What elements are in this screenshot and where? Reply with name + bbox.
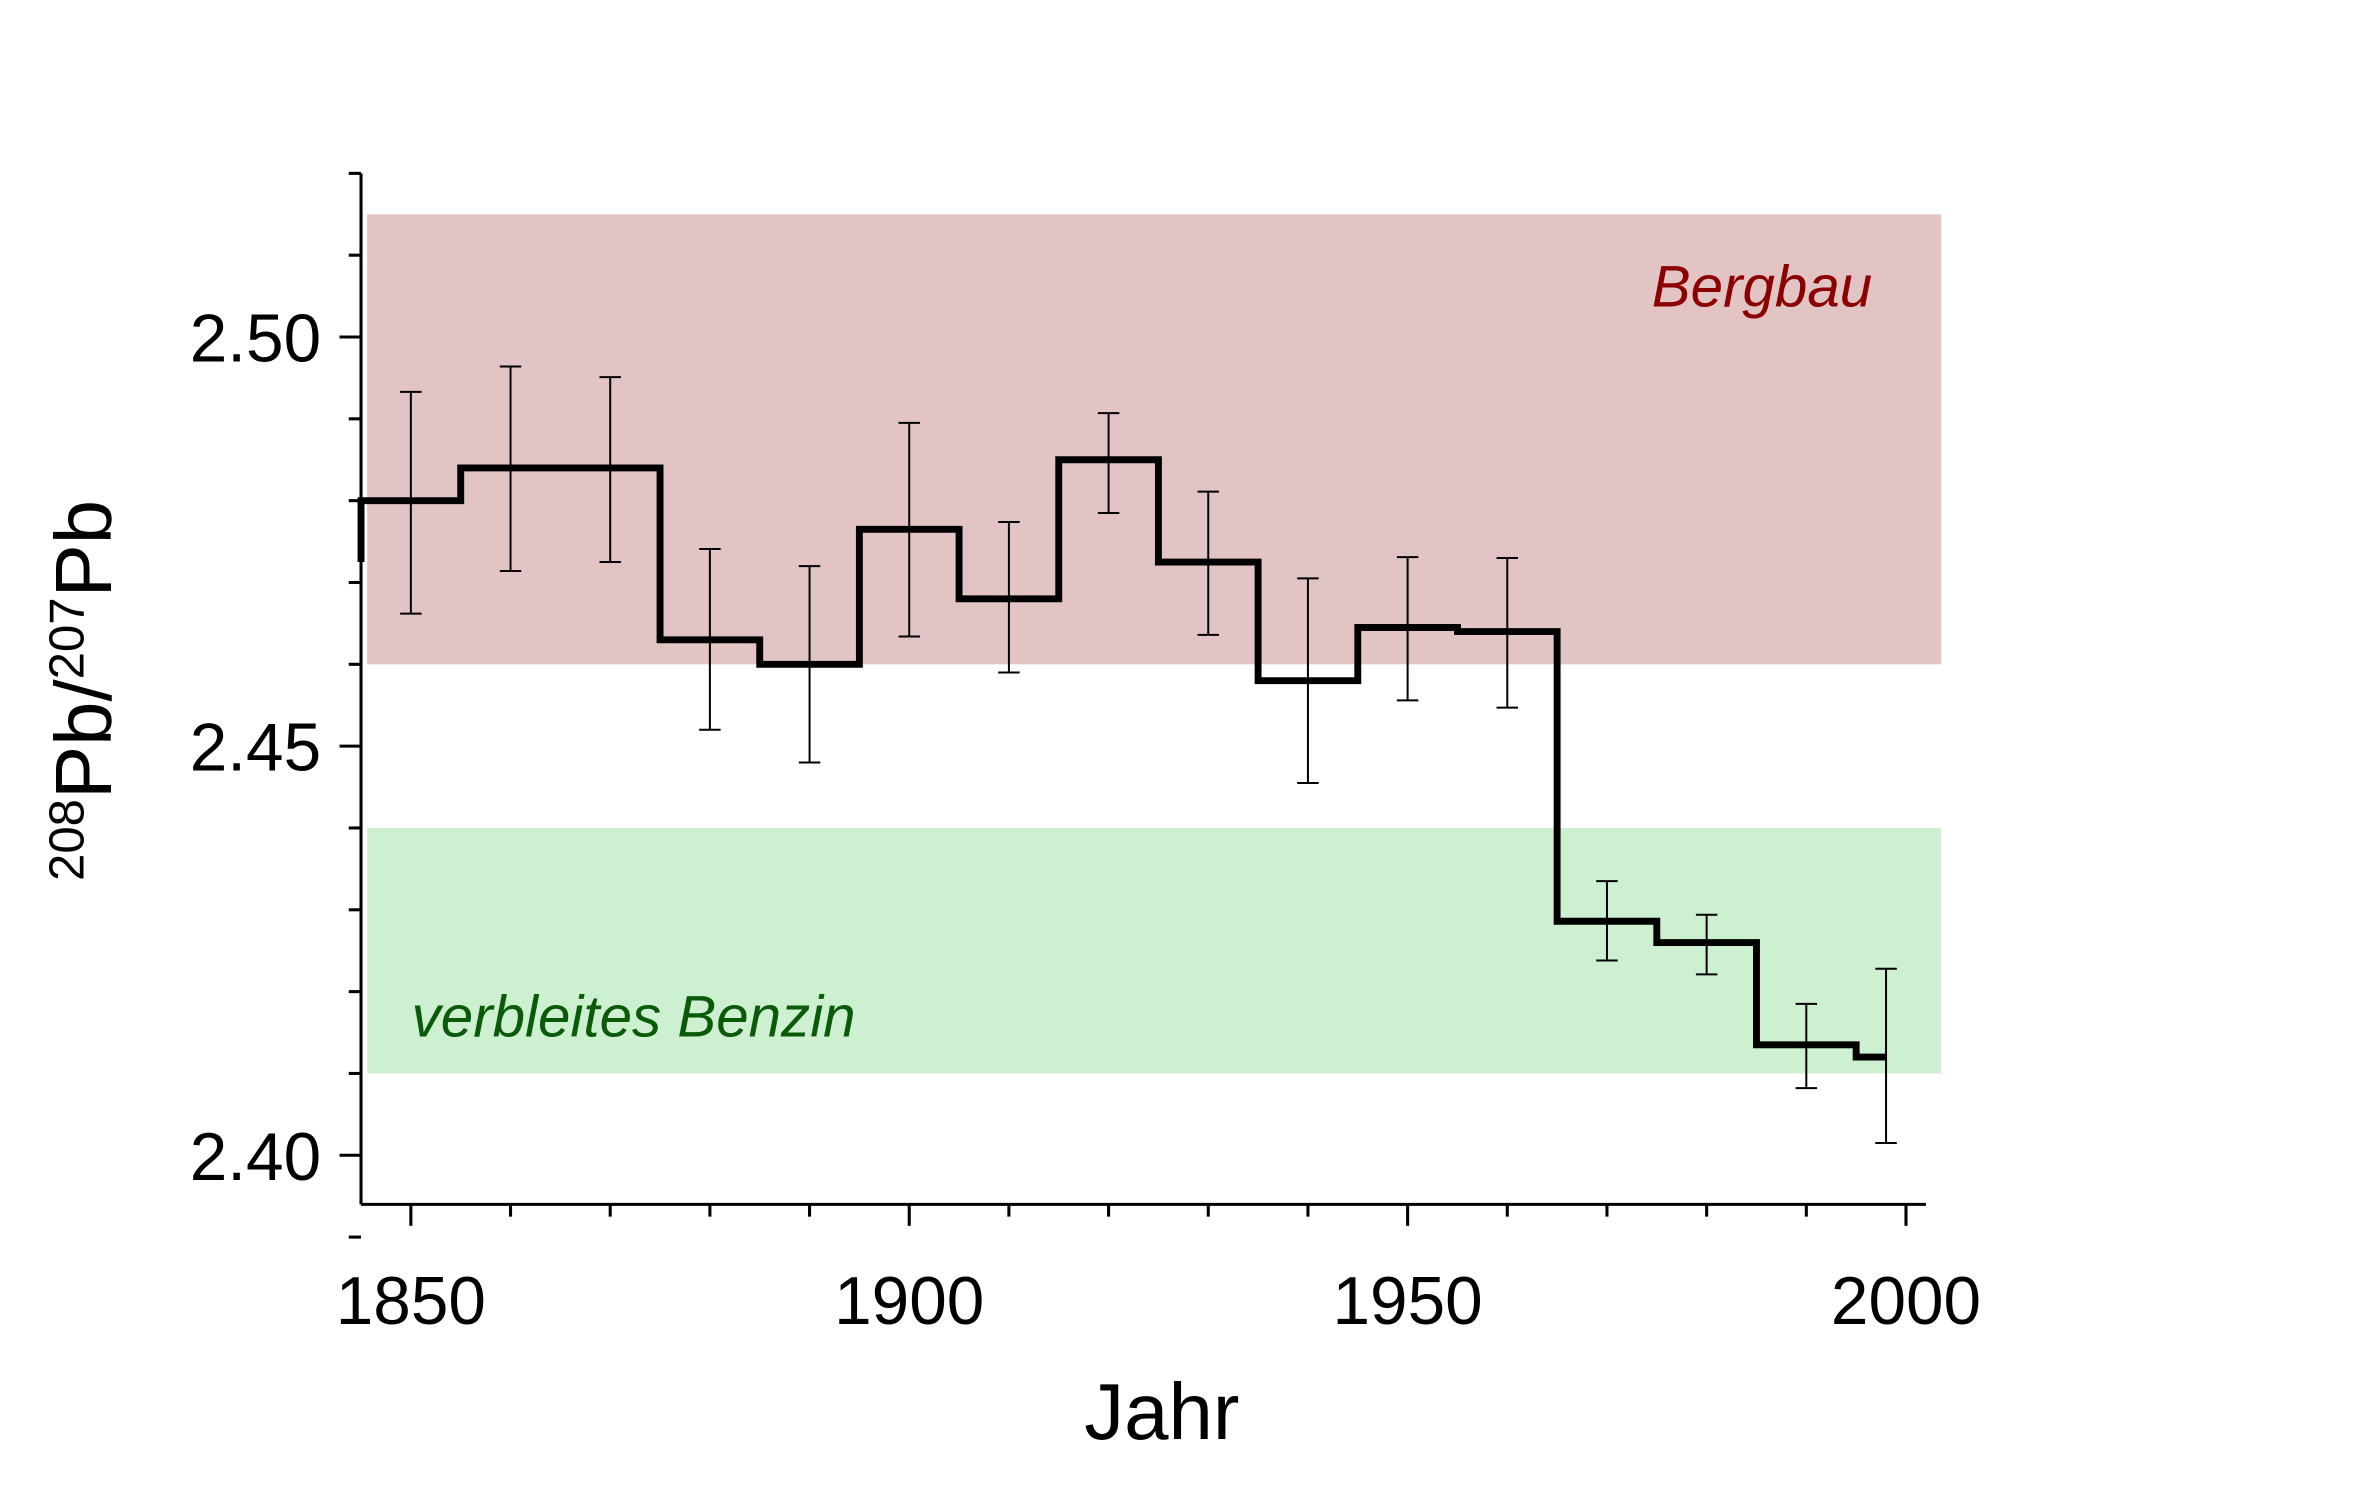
y-label-sup-207: 207 (40, 597, 94, 679)
y-tick-label: 2.40 (190, 1120, 321, 1195)
x-tick-label: 1900 (834, 1264, 984, 1339)
bands: Bergbau verbleites Benzin (367, 214, 1942, 1074)
y-label-pb-b: Pb (39, 500, 128, 598)
x-tick-label: 1950 (1333, 1264, 1483, 1339)
x-tick-label: 1850 (336, 1264, 486, 1339)
y-label-sup-208: 208 (40, 799, 94, 881)
y-label-pb-a: Pb/ (39, 678, 128, 799)
y-tick-label: 2.45 (190, 711, 321, 786)
band-0 (367, 214, 1942, 665)
band-label-bergbau: Bergbau (1652, 254, 1872, 319)
x-tick-label: 2000 (1831, 1264, 1981, 1339)
marks (357, 365, 1897, 1144)
y-axis-label: 208Pb/207Pb (39, 500, 128, 881)
band-1 (367, 827, 1942, 1074)
axes: 1850 1900 1950 2000 2.40 2.45 2.50 (190, 171, 1981, 1339)
step-line (357, 456, 1887, 1061)
y-tick-label: 2.50 (190, 302, 321, 377)
x-axis-label: Jahr (1084, 1367, 1239, 1456)
band-label-benzin: verbleites Benzin (412, 985, 856, 1050)
